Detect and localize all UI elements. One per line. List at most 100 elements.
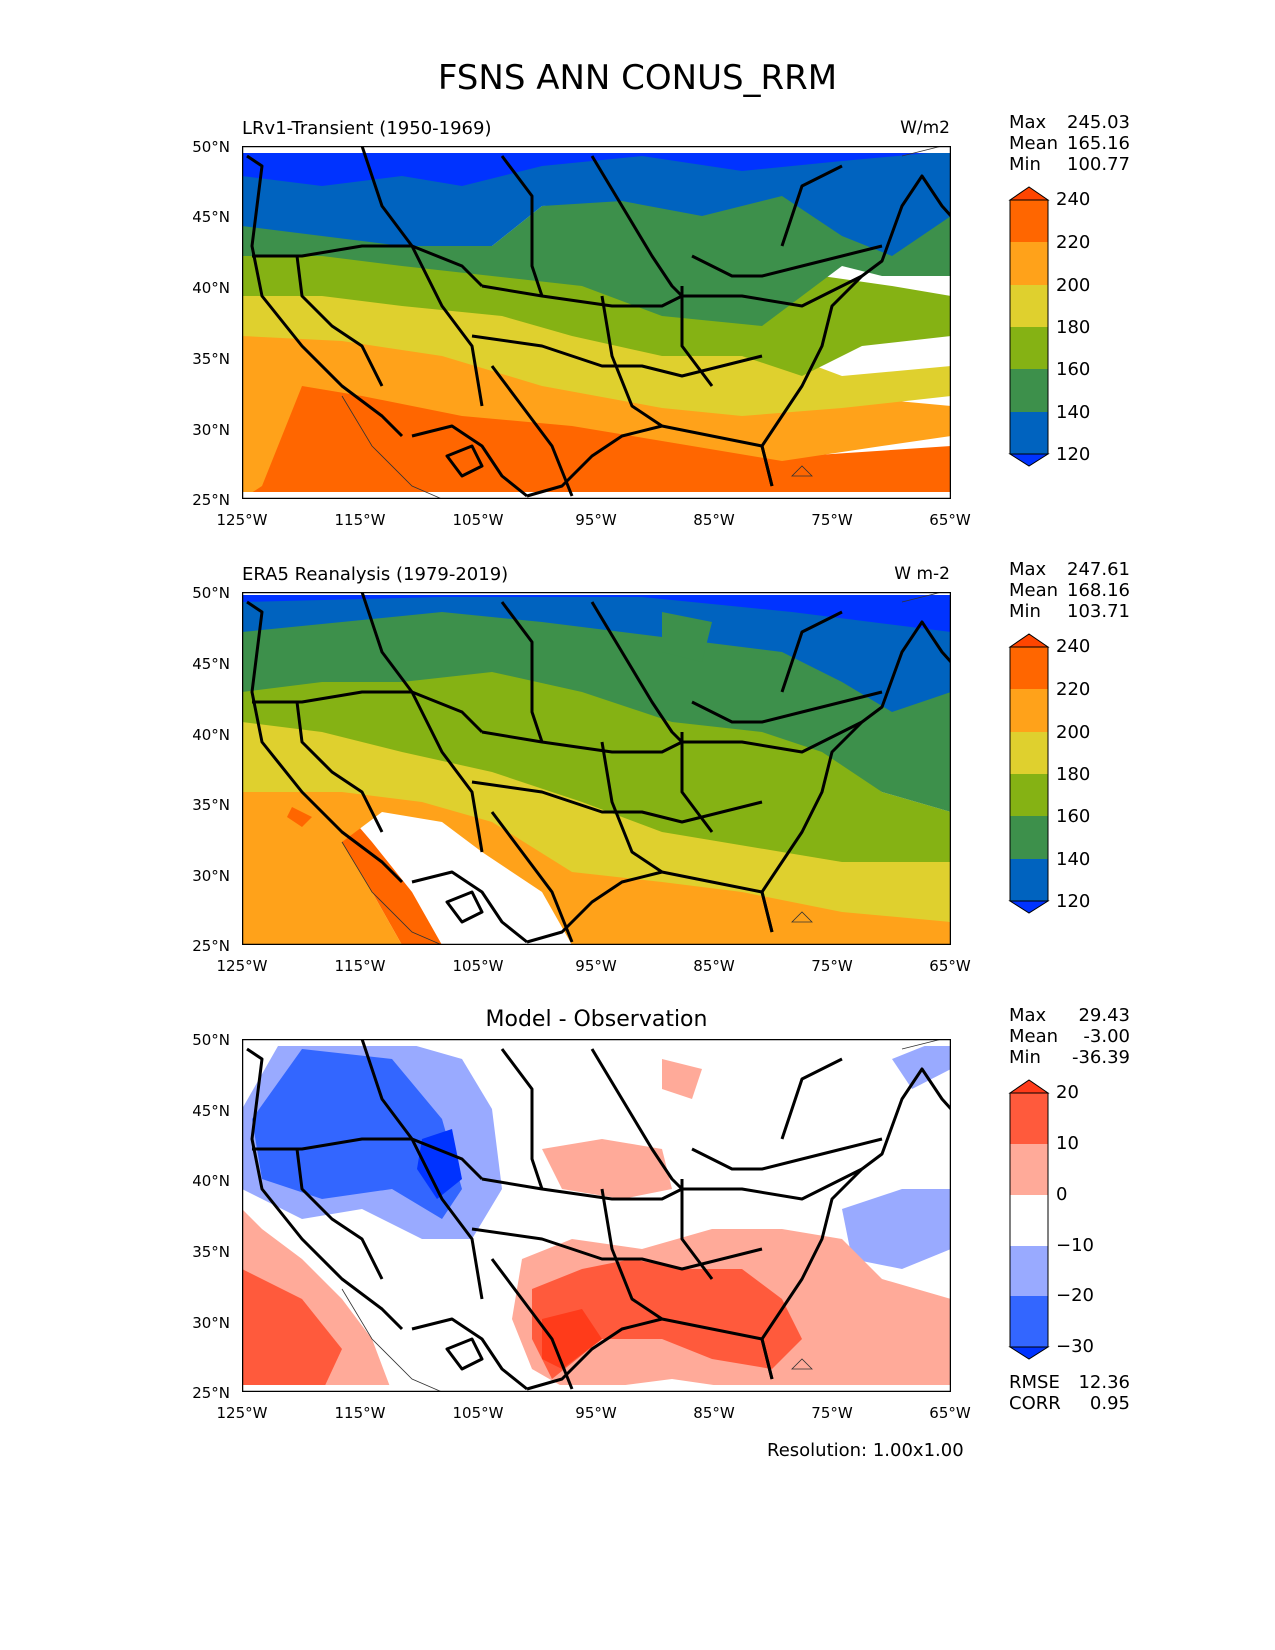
panel3-cb-m30: −30 — [1056, 1336, 1094, 1357]
panel1-lon-95: 95°W — [575, 511, 617, 529]
panel3-min-label: Min — [1009, 1047, 1041, 1068]
panel3-title: Model - Observation — [485, 1007, 708, 1032]
panel1-cb-120: 120 — [1056, 444, 1091, 465]
panel3-max-value: 29.43 — [1078, 1005, 1130, 1026]
panel3-lat-50: 50°N — [192, 1031, 230, 1049]
panel1-lat-25: 25°N — [192, 491, 230, 509]
field-band-yellow — [242, 286, 951, 416]
panel3-lat-40: 40°N — [192, 1172, 230, 1190]
panel2-cb-160: 160 — [1056, 806, 1091, 827]
panel2-min-label: Min — [1009, 601, 1041, 622]
panel2-max-value: 247.61 — [1067, 559, 1130, 580]
panel1-title: LRv1-Transient (1950-1969) — [242, 118, 492, 139]
field2-band-lightgreen — [242, 662, 951, 862]
panel3-rmse-value: 12.36 — [1078, 1372, 1130, 1393]
panel1-lat-50: 50°N — [192, 138, 230, 156]
panel2-cb-120: 120 — [1056, 891, 1091, 912]
panel3-cb-m10: −10 — [1056, 1235, 1094, 1256]
cb1-seg-0 — [1010, 200, 1048, 242]
panel1-coast-thin — [341, 146, 943, 499]
panel3-cb-10: 10 — [1056, 1133, 1079, 1154]
field2-band-green — [242, 602, 951, 812]
panel3-corr-label: CORR — [1009, 1393, 1061, 1414]
panel1-max-label: Max — [1009, 112, 1047, 133]
panel2-lat-25: 25°N — [192, 937, 230, 955]
panel2-title: ERA5 Reanalysis (1979-2019) — [242, 564, 509, 585]
panel2-cb-220: 220 — [1056, 679, 1091, 700]
panel3-min-value: -36.39 — [1071, 1047, 1130, 1068]
panel3-lat-45: 45°N — [192, 1102, 230, 1120]
panel2-max-label: Max — [1009, 559, 1047, 580]
panel1-min-value: 100.77 — [1067, 154, 1130, 175]
cb2-seg-2 — [1010, 732, 1048, 774]
panel3-colorbar — [1008, 1079, 1052, 1361]
cb2-seg-1 — [1010, 689, 1048, 732]
panel1-map[interactable] — [242, 146, 951, 499]
panel3-lon-65: 65°W — [929, 1404, 971, 1422]
panel1-min-label: Min — [1009, 154, 1041, 175]
cb1-seg-3 — [1010, 327, 1048, 369]
panel1-cb-160: 160 — [1056, 359, 1091, 380]
panel3-lon-95: 95°W — [575, 1404, 617, 1422]
panel3-cb-m20: −20 — [1056, 1285, 1094, 1306]
field2-blotch-green — [662, 612, 712, 662]
cb2-seg-0 — [1010, 647, 1048, 689]
panel2-lat-50: 50°N — [192, 584, 230, 602]
cb3-bot-tri — [1008, 1346, 1050, 1360]
panel2-min-value: 103.71 — [1067, 601, 1130, 622]
panel3-mean-label: Mean — [1009, 1026, 1059, 1047]
panel3-lon-125: 125°W — [216, 1404, 268, 1422]
panel2-cb-240: 240 — [1056, 636, 1091, 657]
panel3-cb-20: 20 — [1056, 1082, 1079, 1103]
panel3-mean-value: -3.00 — [1083, 1026, 1130, 1047]
panel1-cb-220: 220 — [1056, 232, 1091, 253]
cb3-top-tri — [1008, 1079, 1050, 1094]
panel3-lon-115: 115°W — [334, 1404, 386, 1422]
panel1-cb-240: 240 — [1056, 189, 1091, 210]
resolution-label: Resolution: 1.00x1.00 — [767, 1440, 964, 1461]
panel2-map[interactable] — [242, 592, 951, 945]
panel1-lon-75: 75°W — [811, 511, 853, 529]
panel1-lon-65: 65°W — [929, 511, 971, 529]
field2-band-orange — [242, 782, 951, 945]
panel3-corr-value: 0.95 — [1089, 1393, 1130, 1414]
cb2-seg-5 — [1010, 859, 1048, 901]
diff-pink-ne — [662, 1059, 702, 1099]
panel2-lon-75: 75°W — [811, 957, 853, 975]
panel2-lon-65: 65°W — [929, 957, 971, 975]
cb3-seg-3 — [1010, 1246, 1048, 1296]
field-band-orange — [242, 326, 951, 499]
cb2-seg-3 — [1010, 774, 1048, 816]
panel2-cb-140: 140 — [1056, 849, 1091, 870]
panel1-colorbar-svg — [1008, 186, 1050, 467]
panel2-lon-105: 105°W — [452, 957, 504, 975]
cb2-top-tri — [1008, 633, 1050, 648]
field2-blotch-red — [287, 807, 312, 827]
panel1-mean-value: 165.16 — [1067, 133, 1130, 154]
panel1-units: W/m2 — [900, 118, 950, 138]
panel2-mean-label: Mean — [1009, 580, 1059, 601]
panel1-cb-180: 180 — [1056, 317, 1091, 338]
panel2-colorbar — [1008, 633, 1052, 915]
panel2-lon-125: 125°W — [216, 957, 268, 975]
panel3-lat-25: 25°N — [192, 1384, 230, 1402]
field-band-darkblue — [242, 146, 951, 186]
panel1-cb-140: 140 — [1056, 402, 1091, 423]
cb3-seg-1 — [1010, 1144, 1048, 1195]
panel1-borders — [246, 146, 951, 498]
panel3-lon-85: 85°W — [693, 1404, 735, 1422]
field-band-lightgreen — [242, 246, 951, 376]
panel1-lon-105: 105°W — [452, 511, 504, 529]
panel3-max-label: Max — [1009, 1005, 1047, 1026]
panel3-map[interactable] — [242, 1039, 951, 1392]
cb1-top-tri — [1008, 186, 1050, 201]
cb2-seg-4 — [1010, 816, 1048, 859]
panel3-lat-35: 35°N — [192, 1243, 230, 1261]
cb1-seg-1 — [1010, 242, 1048, 285]
cb3-seg-4 — [1010, 1296, 1048, 1347]
panel2-lon-95: 95°W — [575, 957, 617, 975]
panel1-max-value: 245.03 — [1067, 112, 1130, 133]
panel2-lat-35: 35°N — [192, 796, 230, 814]
panel1-lat-40: 40°N — [192, 279, 230, 297]
panel2-lat-30: 30°N — [192, 867, 230, 885]
